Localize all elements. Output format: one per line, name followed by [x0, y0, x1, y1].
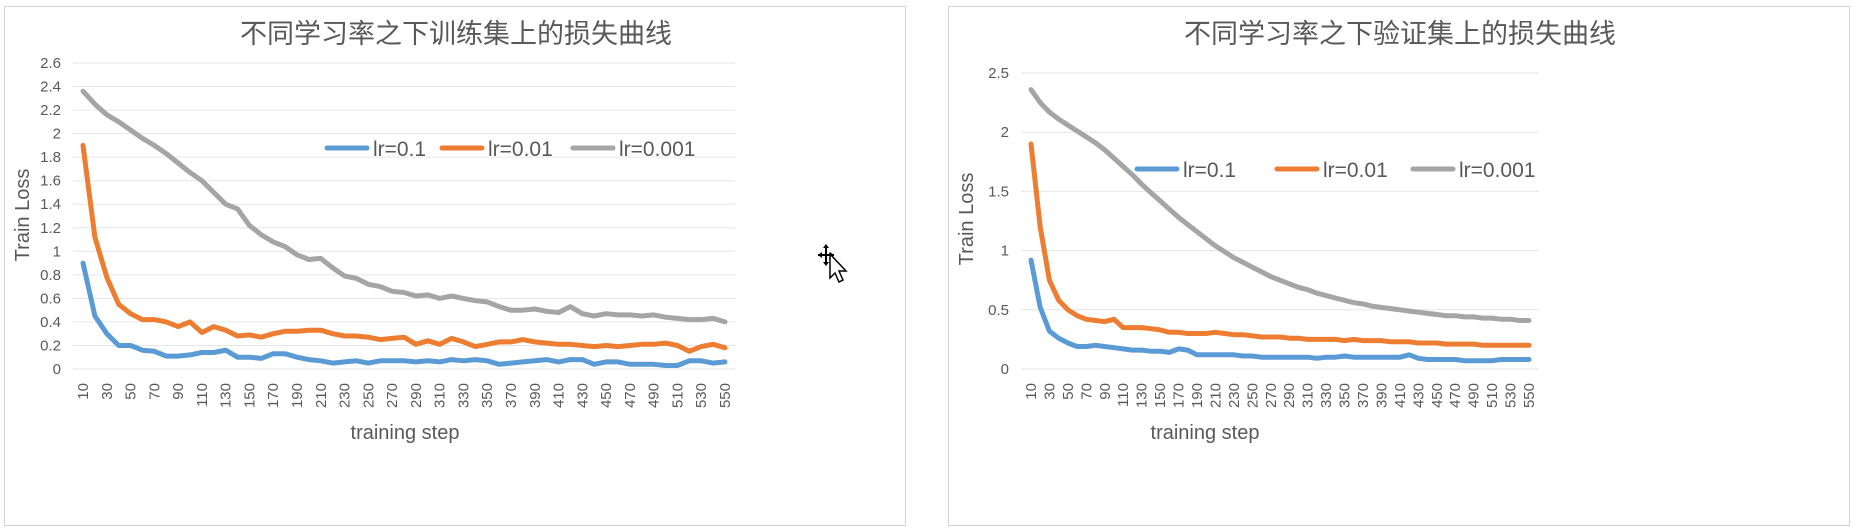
- x-tick-label: 90: [1097, 383, 1114, 400]
- x-tick-label: 110: [1115, 383, 1132, 407]
- move-cursor-icon: [818, 244, 848, 284]
- series-line-lr=0.001: [1028, 87, 1532, 323]
- x-tick-label: 250: [1244, 383, 1261, 408]
- series-line-lr=0.01: [1028, 141, 1532, 348]
- x-tick-label: 10: [1023, 383, 1040, 400]
- y-tick-label: 0: [53, 361, 61, 378]
- series-line-lr=0.001: [80, 88, 728, 325]
- x-tick-label: 550: [1521, 383, 1538, 408]
- x-tick-label: 250: [360, 383, 377, 408]
- x-tick-label: 190: [1189, 383, 1206, 408]
- x-tick-label: 70: [146, 383, 163, 400]
- x-tick-label: 110: [194, 383, 211, 407]
- x-tick-label: 270: [384, 383, 401, 408]
- legend-label: lr=0.001: [1459, 159, 1535, 182]
- y-tick-label: 1.2: [40, 220, 61, 237]
- x-tick-label: 450: [1429, 383, 1446, 408]
- x-tick-label: 230: [1226, 383, 1243, 408]
- y-tick-label: 1.4: [40, 196, 61, 213]
- x-axis-label: training step: [1151, 422, 1260, 444]
- x-tick-label: 170: [265, 383, 282, 408]
- x-tick-label: 530: [1503, 383, 1520, 408]
- y-tick-label: 1: [53, 243, 61, 260]
- x-tick-label: 390: [1373, 383, 1390, 408]
- x-tick-label: 410: [1392, 383, 1409, 408]
- validation-loss-chart-panel: 不同学习率之下验证集上的损失曲线 Train Loss training ste…: [948, 6, 1850, 526]
- x-tick-label: 450: [598, 383, 615, 408]
- x-tick-label: 510: [669, 383, 686, 408]
- x-tick-label: 150: [1152, 383, 1169, 408]
- y-tick-label: 0.5: [988, 302, 1009, 319]
- y-tick-label: 2.2: [40, 102, 61, 119]
- legend-label: lr=0.001: [619, 138, 695, 161]
- y-tick-label: 0: [1001, 361, 1009, 378]
- x-tick-label: 370: [1355, 383, 1372, 408]
- y-tick-label: 1: [1001, 243, 1009, 260]
- y-axis-label: Train Loss: [12, 169, 34, 262]
- x-tick-label: 310: [1300, 383, 1317, 408]
- x-tick-label: 390: [527, 383, 544, 408]
- x-tick-label: 490: [1466, 383, 1483, 408]
- x-tick-label: 130: [218, 383, 235, 408]
- y-tick-label: 0.6: [40, 290, 61, 307]
- legend-label: lr=0.01: [1323, 159, 1388, 182]
- legend-label: lr=0.01: [488, 138, 553, 161]
- x-tick-label: 90: [170, 383, 187, 400]
- x-tick-label: 310: [432, 383, 449, 408]
- x-tick-label: 410: [551, 383, 568, 408]
- x-tick-label: 230: [337, 383, 354, 408]
- x-tick-label: 50: [1060, 383, 1077, 400]
- x-tick-label: 550: [717, 383, 734, 408]
- series-line-lr=0.1: [1028, 257, 1532, 364]
- y-tick-label: 1.5: [988, 183, 1009, 200]
- y-axis-label: Train Loss: [956, 173, 978, 266]
- x-tick-label: 370: [503, 383, 520, 408]
- y-tick-label: 2.4: [40, 79, 61, 96]
- x-tick-label: 510: [1484, 383, 1501, 408]
- x-tick-label: 30: [1041, 383, 1058, 400]
- validation-loss-chart: 不同学习率之下验证集上的损失曲线 Train Loss training ste…: [956, 19, 1616, 444]
- x-tick-label: 530: [693, 383, 710, 408]
- x-tick-label: 430: [1410, 383, 1427, 408]
- x-tick-label: 30: [99, 383, 116, 400]
- x-tick-label: 430: [574, 383, 591, 408]
- legend-label: lr=0.1: [373, 138, 426, 161]
- x-tick-label: 330: [455, 383, 472, 408]
- x-tick-label: 190: [289, 383, 306, 408]
- x-tick-label: 150: [241, 383, 258, 408]
- y-tick-label: 1.8: [40, 149, 61, 166]
- chart-title: 不同学习率之下训练集上的损失曲线: [240, 19, 672, 50]
- x-tick-label: 350: [479, 383, 496, 408]
- x-tick-label: 490: [646, 383, 663, 408]
- x-tick-label: 270: [1263, 383, 1280, 408]
- y-tick-label: 2: [53, 126, 61, 143]
- legend-label: lr=0.1: [1183, 159, 1236, 182]
- x-tick-label: 290: [1281, 383, 1298, 408]
- x-tick-label: 470: [622, 383, 639, 408]
- x-tick-label: 210: [1207, 383, 1224, 408]
- train-loss-chart: 不同学习率之下训练集上的损失曲线 Train Loss training ste…: [12, 19, 735, 444]
- y-tick-label: 0.2: [40, 337, 61, 354]
- y-tick-label: 2: [1001, 124, 1009, 141]
- series-line-lr=0.1: [80, 260, 728, 368]
- chart-title: 不同学习率之下验证集上的损失曲线: [1184, 19, 1616, 50]
- y-tick-label: 0.8: [40, 267, 61, 284]
- x-tick-label: 10: [75, 383, 92, 400]
- x-tick-label: 290: [408, 383, 425, 408]
- x-tick-label: 350: [1337, 383, 1354, 408]
- x-tick-label: 70: [1078, 383, 1095, 400]
- y-tick-label: 1.6: [40, 173, 61, 190]
- x-tick-label: 50: [123, 383, 140, 400]
- x-tick-label: 130: [1134, 383, 1151, 408]
- y-tick-label: 2.6: [40, 55, 61, 72]
- x-tick-label: 470: [1447, 383, 1464, 408]
- x-tick-label: 210: [313, 383, 330, 408]
- y-tick-label: 2.5: [988, 65, 1009, 82]
- x-axis-label: training step: [351, 422, 460, 444]
- train-loss-chart-panel: 不同学习率之下训练集上的损失曲线 Train Loss training ste…: [4, 6, 906, 526]
- y-tick-label: 0.4: [40, 314, 61, 331]
- series-line-lr=0.01: [80, 142, 728, 354]
- x-tick-label: 170: [1171, 383, 1188, 408]
- x-tick-label: 330: [1318, 383, 1335, 408]
